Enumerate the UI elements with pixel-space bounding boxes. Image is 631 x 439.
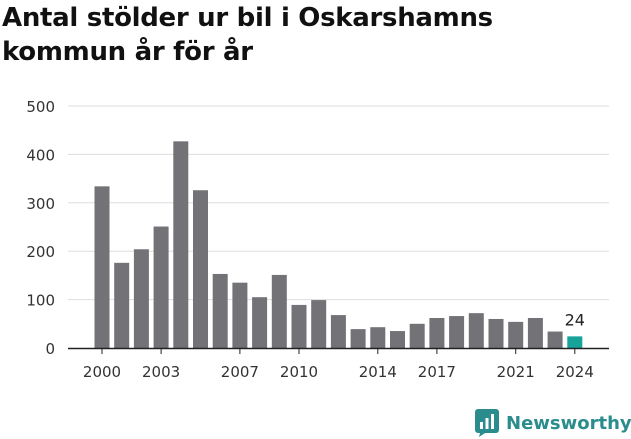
data-label-2024: 24 [565, 310, 585, 329]
bar-2009 [271, 274, 287, 348]
y-axis-ticks: 0 100 200 300 400 500 [26, 98, 55, 358]
x-tick-label: 2017 [418, 363, 456, 381]
y-tick-label: 500 [26, 98, 55, 116]
bar-2011 [311, 300, 327, 348]
gridlines [68, 105, 609, 301]
y-tick-label: 300 [26, 195, 55, 213]
bar-2017 [429, 317, 445, 348]
brand-name: Newsworthy [506, 412, 631, 434]
newsworthy-logo-icon [475, 409, 499, 437]
bar-2022 [527, 317, 543, 348]
bar-2001 [114, 262, 130, 348]
bar-2024 [567, 336, 583, 348]
y-tick-label: 200 [26, 243, 55, 261]
bar-2000 [94, 186, 110, 348]
x-tick-label: 2010 [280, 363, 318, 381]
bar-2018 [449, 316, 465, 348]
bar-2013 [350, 329, 366, 348]
chart-title: Antal stölder ur bil i Oskarshamns kommu… [2, 3, 493, 67]
bar-2021 [508, 321, 524, 348]
newsworthy-brand[interactable]: Newsworthy [475, 407, 631, 439]
bar-2006 [212, 273, 228, 348]
bar-2015 [390, 331, 405, 348]
bar-2005 [193, 190, 208, 348]
bar-2014 [370, 327, 386, 348]
bar-2004 [173, 141, 189, 348]
bar-2020 [488, 318, 504, 348]
x-tick-label: 2024 [556, 363, 594, 381]
x-axis-ticks: 2000 2003 2007 2010 2014 2017 2021 2024 [83, 348, 594, 381]
x-tick-label: 2014 [359, 363, 397, 381]
y-tick-label: 0 [45, 340, 55, 358]
bar-2010 [291, 304, 307, 348]
y-tick-label: 100 [26, 292, 55, 310]
bar-2012 [330, 315, 346, 348]
bar-2023 [547, 331, 563, 348]
x-tick-label: 2003 [142, 363, 180, 381]
data-labels: 24 [565, 310, 585, 329]
x-tick-label: 2021 [497, 363, 535, 381]
bar-2019 [468, 313, 484, 348]
bar-2003 [153, 226, 169, 348]
bar-2007 [232, 282, 248, 348]
bars [94, 141, 583, 348]
bar-2008 [252, 297, 268, 348]
bar-2002 [133, 249, 149, 348]
x-tick-label: 2007 [221, 363, 259, 381]
x-tick-label: 2000 [83, 363, 121, 381]
bar-2016 [409, 323, 425, 348]
y-tick-label: 400 [26, 146, 55, 164]
